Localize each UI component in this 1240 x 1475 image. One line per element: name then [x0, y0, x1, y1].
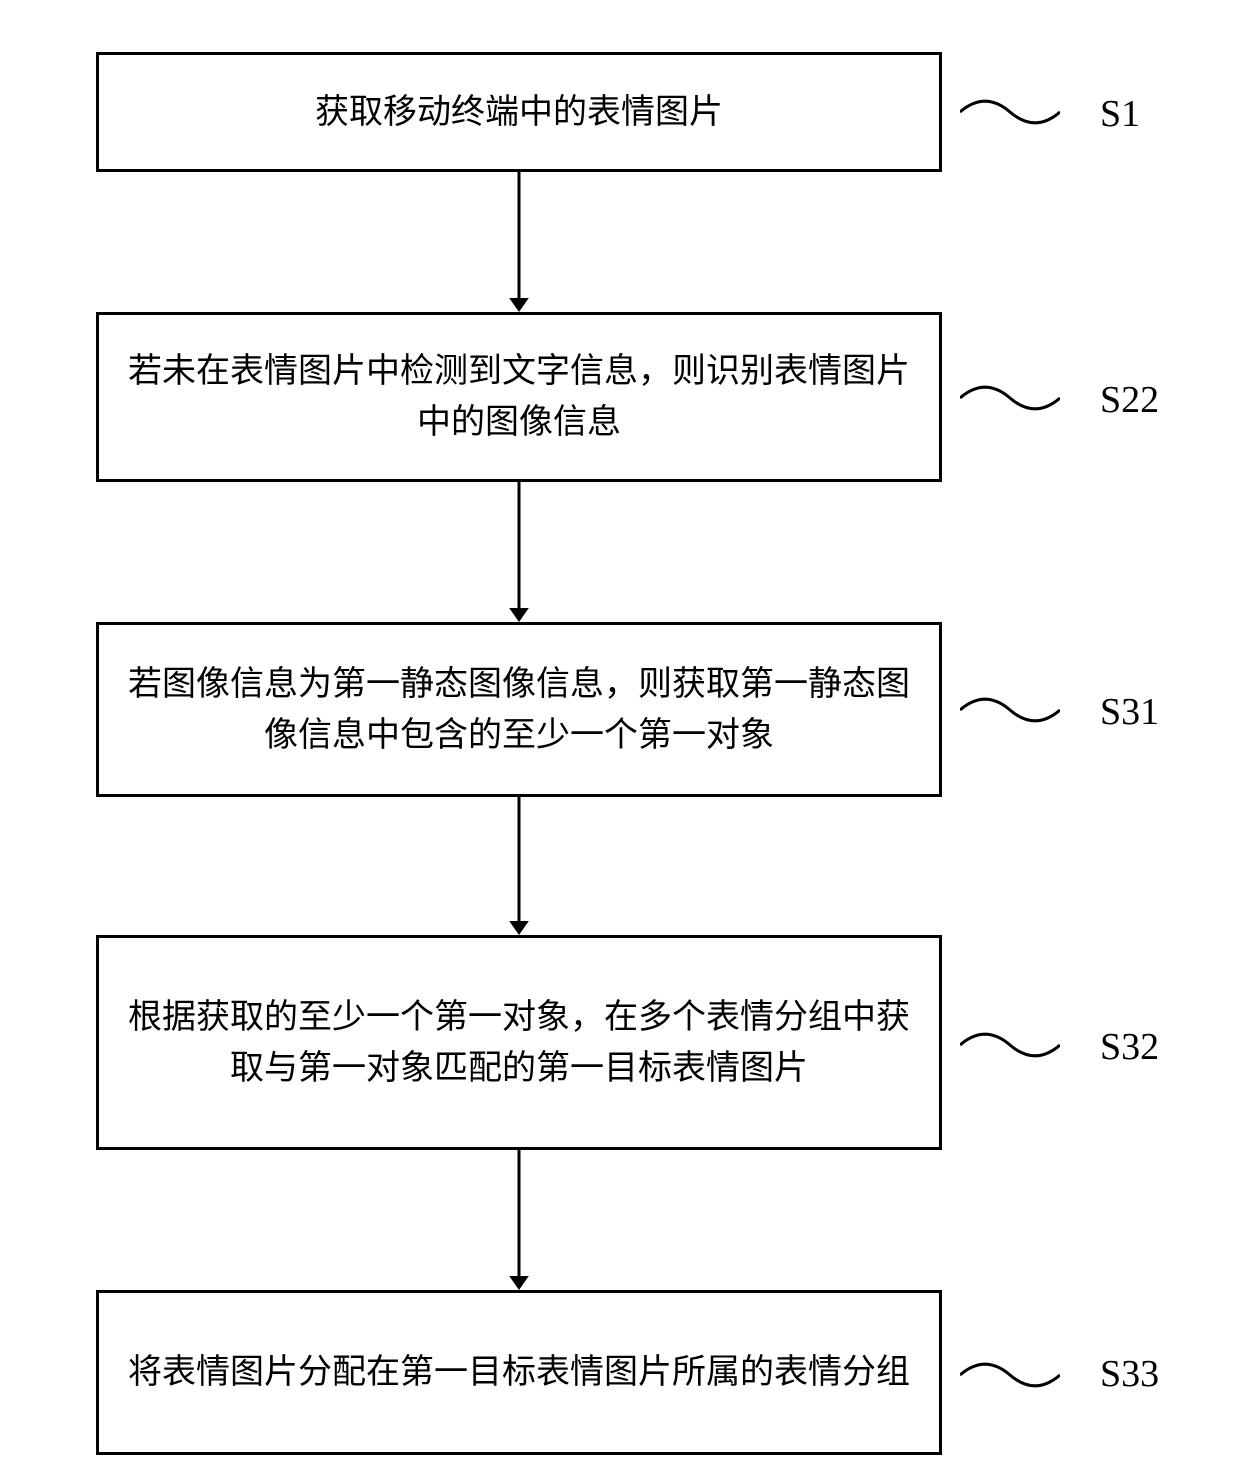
tilde-connector-icon: [960, 693, 1060, 727]
flowchart-step-label: S22: [1100, 378, 1159, 422]
flowchart-step-label: S33: [1100, 1352, 1159, 1396]
flowchart-step-text: 根据获取的至少一个第一对象，在多个表情分组中获取与第一对象匹配的第一目标表情图片: [119, 992, 919, 1094]
flowchart-step-box: 获取移动终端中的表情图片: [96, 52, 942, 172]
tilde-connector-icon: [960, 381, 1060, 415]
flowchart-step-box: 根据获取的至少一个第一对象，在多个表情分组中获取与第一对象匹配的第一目标表情图片: [96, 935, 942, 1150]
flowchart-step-text: 将表情图片分配在第一目标表情图片所属的表情分组: [128, 1347, 910, 1398]
flowchart-step-text: 获取移动终端中的表情图片: [315, 87, 723, 138]
flowchart-step-box: 将表情图片分配在第一目标表情图片所属的表情分组: [96, 1290, 942, 1455]
tilde-connector-icon: [960, 95, 1060, 129]
flowchart-arrow-icon: [499, 167, 539, 317]
flowchart-arrow-icon: [499, 792, 539, 940]
flowchart-step-text: 若未在表情图片中检测到文字信息，则识别表情图片中的图像信息: [119, 346, 919, 448]
flowchart-step-label: S31: [1100, 690, 1159, 734]
tilde-connector-icon: [960, 1028, 1060, 1062]
flowchart-step-text: 若图像信息为第一静态图像信息，则获取第一静态图像信息中包含的至少一个第一对象: [119, 659, 919, 761]
flowchart-step-box: 若未在表情图片中检测到文字信息，则识别表情图片中的图像信息: [96, 312, 942, 482]
flowchart-step-box: 若图像信息为第一静态图像信息，则获取第一静态图像信息中包含的至少一个第一对象: [96, 622, 942, 797]
flowchart-step-label: S32: [1100, 1025, 1159, 1069]
flowchart-arrow-icon: [499, 1145, 539, 1295]
flowchart-step-label: S1: [1100, 92, 1140, 136]
tilde-connector-icon: [960, 1358, 1060, 1392]
flowchart-arrow-icon: [499, 477, 539, 627]
